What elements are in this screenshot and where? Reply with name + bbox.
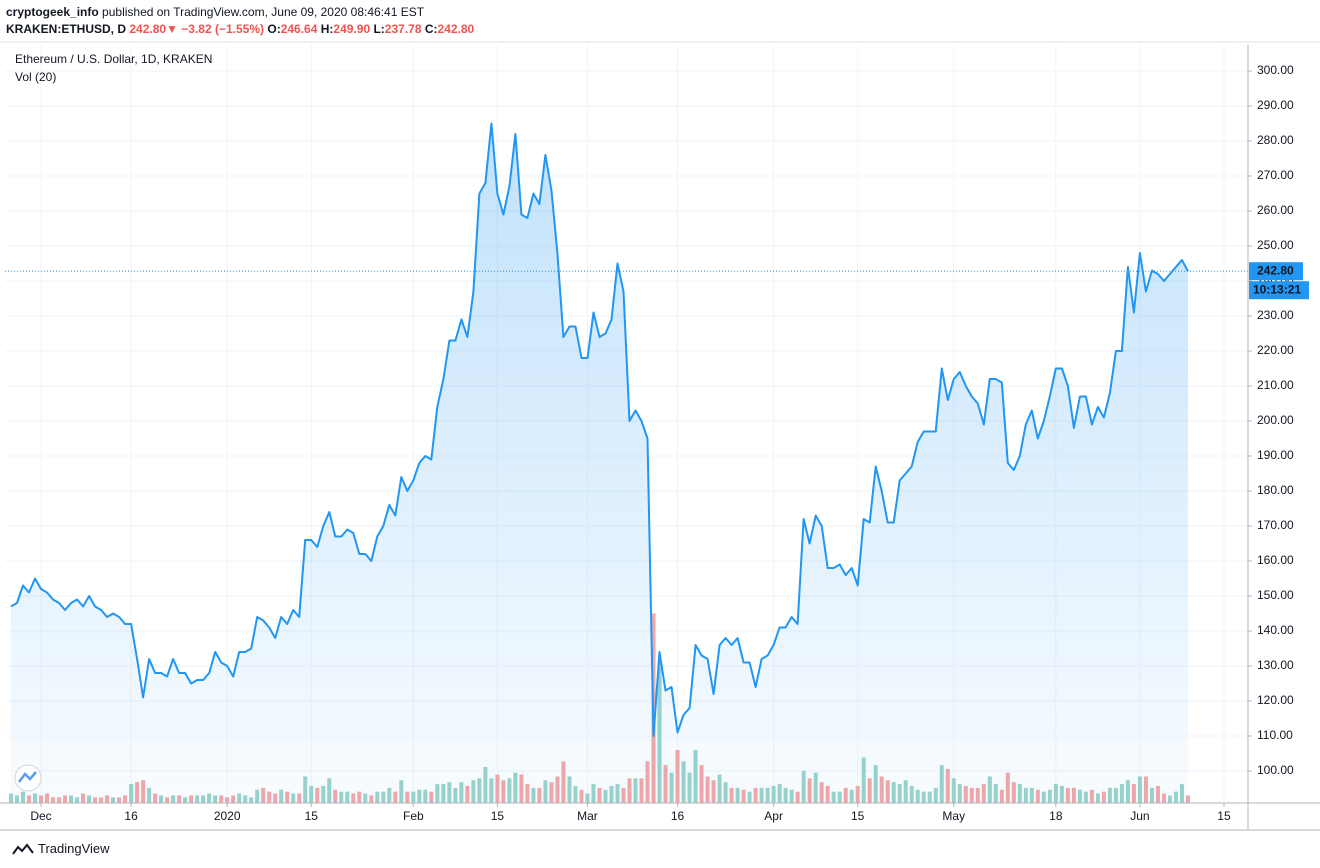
price-line bbox=[10, 122, 1189, 737]
change: −3.82 (−1.55%) bbox=[181, 22, 265, 36]
legend-volume: Vol (20) bbox=[15, 70, 56, 84]
y-tick-label: 220.00 bbox=[1257, 343, 1294, 357]
countdown-box bbox=[1249, 281, 1309, 300]
ohlc-value: 242.80 bbox=[437, 22, 475, 36]
change-arrow: ▼ bbox=[166, 22, 178, 36]
header: cryptogeek_info published on TradingView… bbox=[6, 4, 474, 38]
y-tick-label: 300.00 bbox=[1257, 63, 1294, 77]
author: cryptogeek_info bbox=[6, 5, 99, 19]
x-tick-label: 15 bbox=[1217, 809, 1231, 823]
publish-line: cryptogeek_info published on TradingView… bbox=[6, 4, 474, 21]
logo bbox=[12, 842, 34, 855]
quote-line: KRAKEN:ETHUSD, D 242.80▼ −3.82 (−1.55%) … bbox=[6, 21, 474, 38]
y-tick-label: 140.00 bbox=[1257, 623, 1294, 637]
x-tick-label: 15 bbox=[305, 809, 319, 823]
published: published on TradingView.com, June 09, 2… bbox=[102, 5, 425, 19]
x-tick-label: 18 bbox=[1049, 809, 1063, 823]
x-tick-label: 16 bbox=[124, 809, 138, 823]
ohlc-label: L: bbox=[373, 22, 385, 36]
x-tick-label: May bbox=[942, 809, 965, 823]
ohlc-label: O: bbox=[267, 22, 281, 36]
price-area bbox=[11, 123, 1188, 803]
x-tick-label: Dec bbox=[30, 809, 51, 823]
y-tick-label: 120.00 bbox=[1257, 693, 1294, 707]
symbol: KRAKEN:ETHUSD, D bbox=[6, 22, 126, 36]
y-tick-label: 150.00 bbox=[1257, 588, 1294, 602]
y-tick-label: 100.00 bbox=[1257, 763, 1294, 777]
x-tick-label: 15 bbox=[491, 809, 505, 823]
y-tick-label: 180.00 bbox=[1257, 483, 1294, 497]
brand: TradingView bbox=[38, 841, 110, 856]
y-tick-label: 250.00 bbox=[1257, 238, 1294, 252]
last-price: 242.80 bbox=[129, 22, 167, 36]
ohlc-value: 237.78 bbox=[384, 22, 422, 36]
y-tick-label: 130.00 bbox=[1257, 658, 1294, 672]
x-tick-label: Apr bbox=[764, 809, 783, 823]
ohlc-value: 249.90 bbox=[333, 22, 371, 36]
countdown-label: 10:13:21 bbox=[1253, 282, 1301, 296]
x-tick-label: Jun bbox=[1130, 809, 1149, 823]
last-price-label: 242.80 bbox=[1257, 263, 1294, 277]
footer: TradingView bbox=[12, 841, 110, 856]
y-tick-label: 280.00 bbox=[1257, 133, 1294, 147]
x-tick-label: 15 bbox=[851, 809, 865, 823]
y-tick-label: 230.00 bbox=[1257, 308, 1294, 322]
legend-series: Ethereum / U.S. Dollar, 1D, KRAKEN bbox=[15, 52, 212, 66]
y-tick-label: 200.00 bbox=[1257, 413, 1294, 427]
last-price-box bbox=[1249, 262, 1303, 281]
y-tick-label: 110.00 bbox=[1257, 728, 1293, 742]
y-tick-label: 170.00 bbox=[1257, 518, 1294, 532]
y-tick-label: 190.00 bbox=[1257, 448, 1294, 462]
y-tick-label: 210.00 bbox=[1257, 378, 1294, 392]
ohlc-label: H: bbox=[320, 22, 334, 36]
x-tick-label: Feb bbox=[403, 809, 424, 823]
x-tick-label: Mar bbox=[577, 809, 598, 823]
y-tick-label: 160.00 bbox=[1257, 553, 1294, 567]
watermark-glyph bbox=[18, 771, 37, 783]
y-tick-label: 290.00 bbox=[1257, 98, 1294, 112]
ohlc-value: 246.64 bbox=[280, 22, 318, 36]
y-tick-label: 260.00 bbox=[1257, 203, 1294, 217]
x-tick-label: 2020 bbox=[214, 809, 241, 823]
ohlc-label: C: bbox=[424, 22, 438, 36]
x-tick-label: 16 bbox=[671, 809, 685, 823]
y-tick-label: 270.00 bbox=[1257, 168, 1294, 182]
